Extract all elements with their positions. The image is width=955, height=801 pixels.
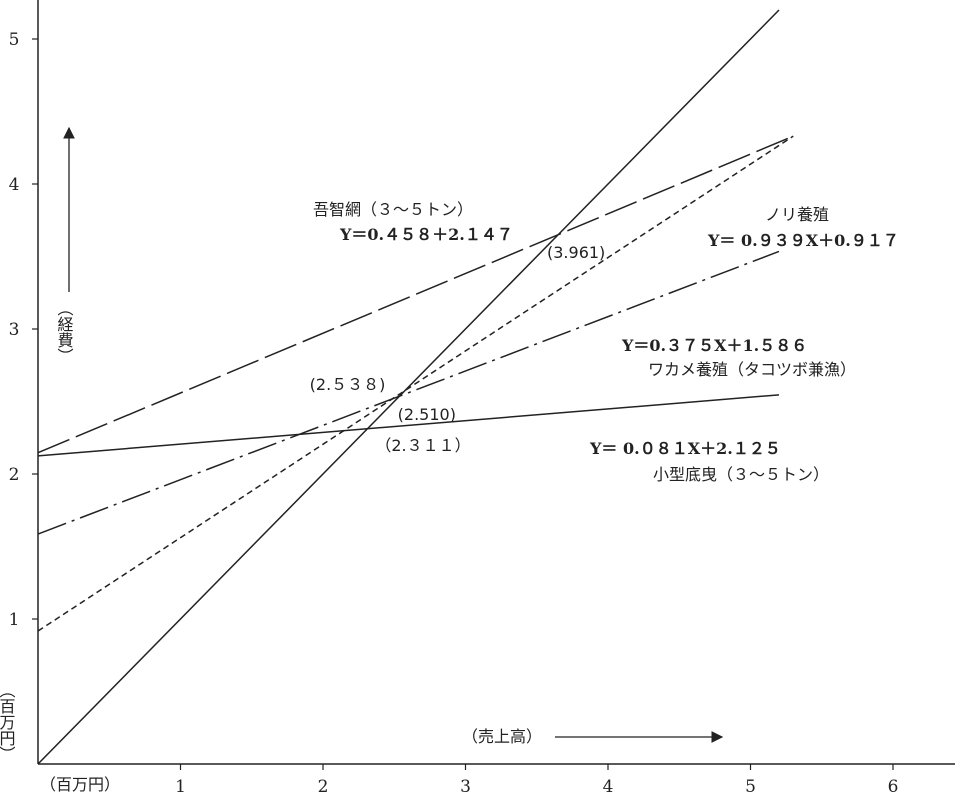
annotation-gochiami: 吾智網（３～５トン） Y＝0.４５８＋2.１４７ — [313, 200, 513, 244]
x-tick-label: 2 — [318, 777, 329, 797]
series-line-wakame — [37, 250, 780, 535]
x-axis-title: （売上高） — [462, 727, 542, 746]
equation-nori: Y＝ 0.９３９X＋0.９１７ — [707, 231, 899, 250]
x-tick-label: 6 — [888, 777, 899, 797]
series-line-gochiami — [37, 135, 794, 454]
intersection-labels: (3.961) (2.５３８) (2.510) （2.３１１） — [310, 243, 606, 455]
equation-kogata: Y＝ 0.０８１X＋2.１２５ — [589, 439, 781, 458]
equation-gochiami: Y＝0.４５８＋2.１４７ — [339, 225, 513, 244]
intersection-label: （2.３１１） — [375, 436, 470, 455]
y-unit-label: （百万円） — [0, 682, 16, 762]
y-tick-label: 5 — [9, 30, 20, 50]
series-line-nori — [37, 135, 794, 632]
series-name-gochiami: 吾智網（３～５トン） — [313, 200, 473, 219]
series-line-kogata — [37, 394, 780, 457]
series-name-nori: ノリ養殖 — [765, 205, 829, 224]
annotation-nori: ノリ養殖 Y＝ 0.９３９X＋0.９１７ — [707, 205, 899, 250]
x-unit-label: （百万円） — [40, 775, 120, 794]
series-line-diagonal — [37, 9, 780, 765]
series-lines — [37, 9, 794, 765]
series-name-wakame: ワカメ養殖（タコツボ兼漁） — [648, 360, 856, 379]
intersection-label: (2.５３８) — [310, 375, 386, 394]
y-axis-title: （経費） — [55, 300, 74, 364]
x-tick-label: 5 — [745, 777, 756, 797]
y-tick-label: 3 — [9, 320, 20, 340]
x-tick-label: 3 — [460, 777, 471, 797]
intersection-label: (2.510) — [398, 405, 456, 424]
x-ticks: 1 2 3 4 5 6 — [175, 764, 898, 797]
y-tick-label: 1 — [9, 610, 20, 630]
intersection-label: (3.961) — [547, 243, 605, 262]
series-name-kogata: 小型底曳（３～５トン） — [653, 465, 829, 484]
axes — [37, 0, 955, 765]
annotation-kogata: Y＝ 0.０８１X＋2.１２５ 小型底曳（３～５トン） — [589, 439, 829, 484]
y-ticks: 1 2 3 4 5 — [9, 30, 38, 630]
x-tick-label: 1 — [175, 777, 186, 797]
annotation-wakame: Y＝0.３７５X＋1.５８６ ワカメ養殖（タコツボ兼漁） — [621, 336, 856, 379]
y-tick-label: 4 — [9, 175, 20, 195]
x-tick-label: 4 — [603, 777, 614, 797]
equation-wakame: Y＝0.３７５X＋1.５８６ — [621, 336, 807, 355]
y-tick-label: 2 — [9, 465, 20, 485]
